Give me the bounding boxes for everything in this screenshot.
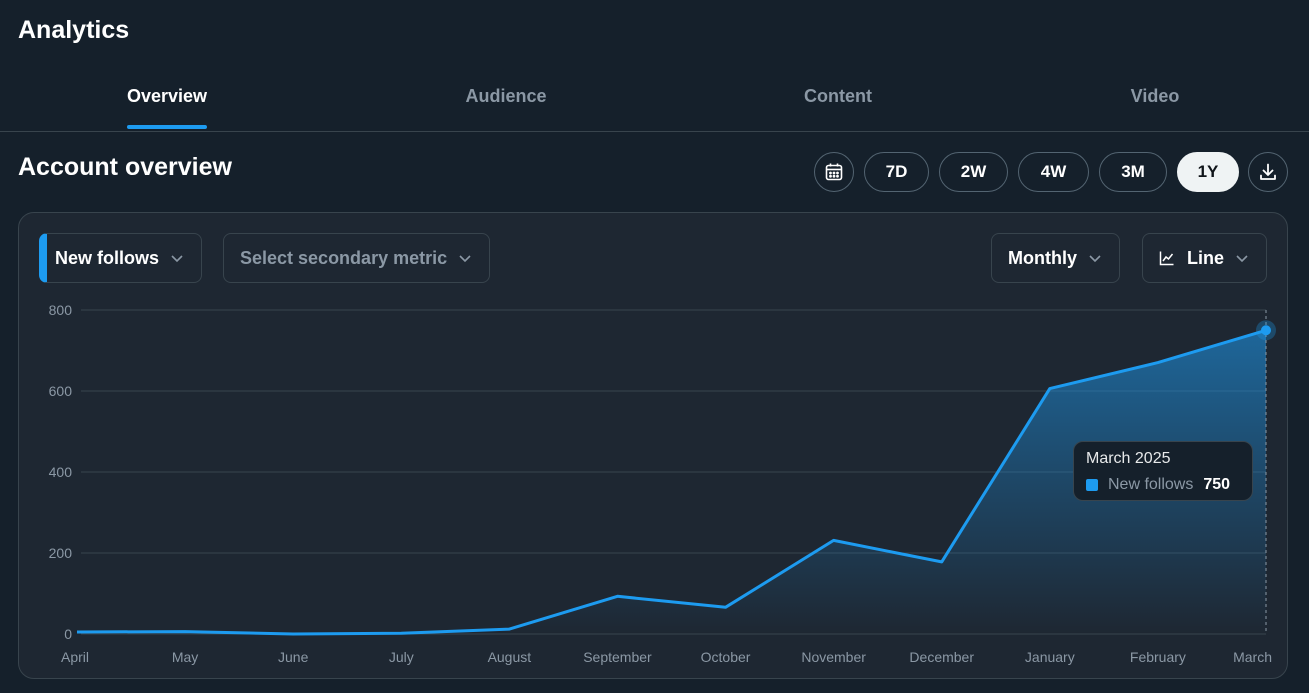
- tooltip-series-label: New follows: [1108, 476, 1194, 493]
- interval-dropdown[interactable]: Monthly: [991, 233, 1120, 283]
- active-tab-indicator: [126, 125, 208, 129]
- calendar-icon: [825, 163, 843, 181]
- chevron-down-icon: [1234, 250, 1250, 266]
- range-4w-button[interactable]: 4W: [1018, 152, 1089, 192]
- chart-type-dropdown[interactable]: Line: [1142, 233, 1268, 283]
- analytics-tabs: Overview Audience Content Video: [0, 68, 1309, 132]
- range-2w-button[interactable]: 2W: [939, 152, 1008, 192]
- range-7d-button[interactable]: 7D: [864, 152, 929, 192]
- chevron-down-icon: [169, 250, 185, 266]
- section-title: Account overview: [18, 153, 232, 181]
- range-1y-button[interactable]: 1Y: [1177, 152, 1239, 192]
- download-button[interactable]: [1248, 152, 1288, 192]
- series-line-new-follows: [76, 328, 1267, 636]
- series-area: [77, 330, 1266, 634]
- chart-card: New follows Select secondary metric Mont…: [18, 212, 1288, 679]
- tab-overview[interactable]: Overview: [126, 86, 208, 129]
- x-tick-label: September: [583, 649, 652, 665]
- y-tick-label: 200: [49, 545, 73, 561]
- download-icon: [1260, 163, 1276, 180]
- x-tick-label: May: [172, 649, 198, 665]
- secondary-metric-dropdown[interactable]: Select secondary metric: [223, 233, 491, 283]
- tooltip-row: New follows 750: [1086, 476, 1240, 494]
- highlight-point[interactable]: [1261, 325, 1271, 336]
- tab-overview-label: Overview: [126, 86, 208, 106]
- tooltip-value: 750: [1203, 476, 1231, 493]
- x-tick-label: December: [909, 649, 974, 665]
- x-tick-label: November: [801, 649, 866, 665]
- x-tick-label: August: [488, 649, 532, 665]
- tooltip-title: March 2025: [1086, 450, 1171, 467]
- secondary-metric-label: Select secondary metric: [240, 247, 448, 268]
- primary-metric-label: New follows: [55, 247, 160, 268]
- chart-type-label: Line: [1187, 247, 1225, 268]
- x-tick-label: March: [1233, 649, 1272, 665]
- chevron-down-icon: [457, 250, 473, 266]
- tab-video[interactable]: Video: [1130, 86, 1180, 106]
- x-tick-label: April: [61, 649, 89, 665]
- page-title: Analytics: [18, 16, 130, 44]
- range-3m-button[interactable]: 3M: [1099, 152, 1167, 192]
- tab-content[interactable]: Content: [804, 86, 872, 106]
- y-tick-label: 0: [64, 626, 72, 642]
- tooltip-swatch: [1086, 479, 1098, 491]
- interval-label: Monthly: [1008, 247, 1077, 268]
- chart-tooltip: March 2025 New follows 750: [1073, 441, 1253, 501]
- primary-metric-dropdown[interactable]: New follows: [39, 233, 203, 283]
- x-tick-label: January: [1025, 649, 1075, 665]
- line-chart-icon: [1159, 250, 1175, 266]
- follows-chart: 0 200 400 600 800 April May June July August Sept…: [49, 302, 1276, 665]
- y-tick-label: 800: [49, 302, 73, 318]
- date-picker-button[interactable]: [814, 152, 854, 192]
- x-tick-label: October: [701, 649, 751, 665]
- y-tick-label: 400: [49, 464, 73, 480]
- chevron-down-icon: [1087, 250, 1103, 266]
- x-tick-label: February: [1130, 649, 1186, 665]
- x-tick-label: July: [389, 649, 414, 665]
- x-tick-label: June: [278, 649, 309, 665]
- tab-audience[interactable]: Audience: [465, 86, 547, 106]
- y-tick-label: 600: [49, 383, 73, 399]
